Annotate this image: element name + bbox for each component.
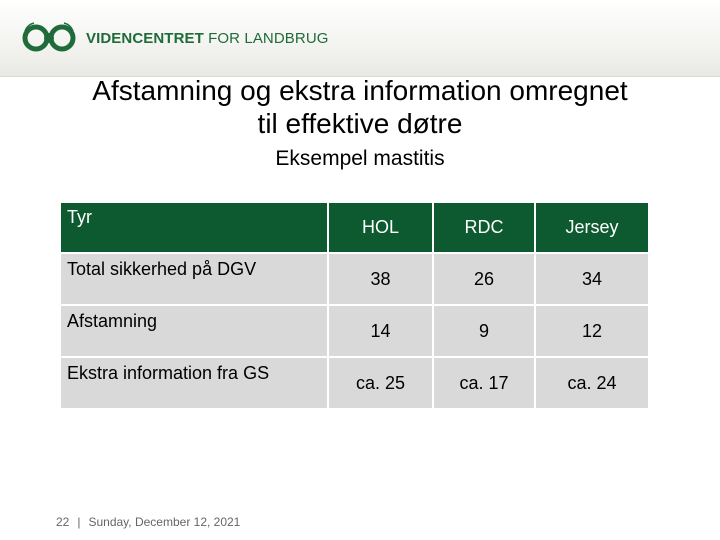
slide-title: Afstamning og ekstra information omregne… [20, 74, 700, 140]
header-band: VIDENCENTRET FOR LANDBRUG [0, 0, 720, 77]
table-cell: ca. 24 [536, 358, 648, 408]
header-cell-tyr: Tyr [61, 203, 329, 254]
table-cell: ca. 25 [329, 358, 434, 408]
row-label: Afstamning [61, 306, 329, 358]
logo: VIDENCENTRET FOR LANDBRUG [22, 20, 329, 56]
header-cell-jersey: Jersey [536, 203, 648, 254]
table-cell: 26 [434, 254, 536, 306]
row-label: Ekstra information fra GS [61, 358, 329, 408]
page-number: 22 [56, 515, 70, 529]
header-cell-hol: HOL [329, 203, 434, 254]
slide-subtitle: Eksempel mastitis [275, 147, 445, 170]
table-cell: ca. 17 [434, 358, 536, 408]
footer-separator: | [77, 515, 81, 529]
header-cell-rdc: RDC [434, 203, 536, 254]
table-row: Afstamning 14 9 12 [61, 306, 648, 358]
table-row: Ekstra information fra GS ca. 25 ca. 17 … [61, 358, 648, 408]
table-header-row: Tyr HOL RDC Jersey [61, 203, 648, 254]
table-cell: 38 [329, 254, 434, 306]
slide-footer: 22 | Sunday, December 12, 2021 [56, 515, 240, 529]
table-cell: 14 [329, 306, 434, 358]
logo-mark-icon [22, 22, 76, 52]
table-cell: 34 [536, 254, 648, 306]
row-label: Total sikkerhed på DGV [61, 254, 329, 306]
footer-date: Sunday, December 12, 2021 [88, 515, 241, 529]
logo-text-regular: FOR LANDBRUG [203, 29, 329, 47]
logo-text-bold: VIDENCENTRET [86, 29, 204, 47]
data-table: Tyr HOL RDC Jersey Total sikkerhed på DG… [61, 203, 648, 408]
table-cell: 12 [536, 306, 648, 358]
logo-text: VIDENCENTRET FOR LANDBRUG [86, 30, 329, 47]
table-cell: 9 [434, 306, 536, 358]
slide-title-line-2: til effektive døtre [257, 108, 463, 139]
table-row: Total sikkerhed på DGV 38 26 34 [61, 254, 648, 306]
slide-title-line-1: Afstamning og ekstra information omregne… [92, 75, 628, 106]
